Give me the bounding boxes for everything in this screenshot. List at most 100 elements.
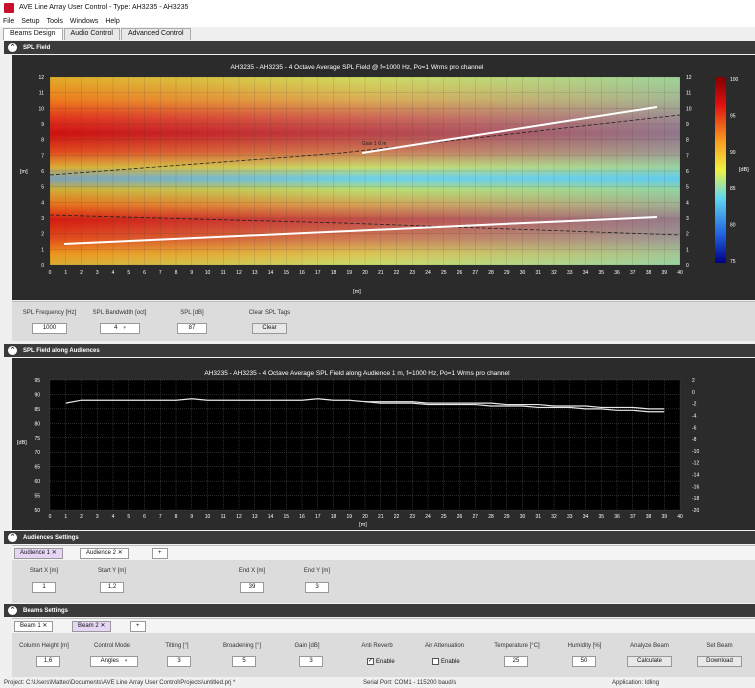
audiences-settings-header[interactable]: ⌃ Audiences Settings: [4, 531, 755, 544]
x-tick-label: 4: [112, 514, 115, 520]
close-icon[interactable]: ✕: [117, 550, 123, 556]
start-x-input[interactable]: 1: [32, 582, 56, 593]
menu-help[interactable]: Help: [105, 17, 120, 25]
x-tick-label: 11: [221, 514, 226, 520]
x-tick-label: 22: [394, 514, 400, 520]
checkbox-icon[interactable]: [432, 658, 439, 665]
y-tick-label: 10: [38, 106, 44, 112]
colorbar-tick-label: 100: [730, 77, 739, 83]
y-tick-label: 9: [686, 122, 689, 128]
x-tick-label: 12: [236, 270, 242, 276]
tab-advanced-control[interactable]: Advanced Control: [120, 28, 191, 40]
clear-button[interactable]: Clear: [252, 323, 287, 334]
calculate-button[interactable]: Calculate: [627, 656, 672, 667]
x-tick-label: 3: [96, 270, 99, 276]
spl-field-header[interactable]: ⌃ SPL Field: [4, 41, 755, 54]
anti-reverb-checkbox[interactable]: ✓ Enable: [367, 658, 395, 665]
y-tick-label: 60: [34, 479, 40, 485]
spl-bandwidth-select[interactable]: 4 ▾: [100, 323, 140, 334]
humidity-input[interactable]: 50: [572, 656, 596, 667]
y-tick-label: 6: [686, 169, 689, 175]
tab-audience-1[interactable]: Audience 1 ✕: [14, 548, 63, 559]
audiences-settings-panel: Audience 1 ✕ Audience 2 ✕ + Start X [m] …: [12, 545, 755, 603]
download-button[interactable]: Download: [697, 656, 742, 667]
x-tick-label: 21: [378, 270, 384, 276]
x-tick-label: 13: [252, 270, 258, 276]
y-tick-label: 4: [686, 200, 689, 206]
x-tick-label: 10: [205, 514, 211, 520]
colorbar-tick-label: 95: [730, 113, 736, 119]
spl-y-unit: [m]: [20, 169, 28, 175]
y-tick-label-right: -14: [692, 473, 699, 479]
spl-heatmap-overlay: [50, 77, 680, 265]
y-tick-label: 8: [686, 138, 689, 144]
audience-y-ticks-left: 95 90 85 80 75 70 65 60 55 50: [34, 378, 40, 514]
colorbar: [715, 77, 726, 263]
x-tick-label: 23: [409, 270, 415, 276]
tab-audio-control[interactable]: Audio Control: [63, 28, 120, 40]
add-audience-tab[interactable]: +: [152, 548, 168, 559]
status-bar: Project: C:\Users\Matteo\Documents\AVE L…: [0, 678, 755, 688]
close-icon[interactable]: ✕: [100, 623, 106, 629]
x-tick-label: 34: [583, 270, 589, 276]
y-tick-label: 5: [41, 185, 44, 191]
temperature-input[interactable]: 25: [504, 656, 528, 667]
menu-file[interactable]: File: [3, 17, 15, 25]
tab-beam-2[interactable]: Beam 2 ✕: [72, 621, 112, 632]
y-tick-label-right: -6: [692, 425, 697, 431]
tab-audience-2[interactable]: Audience 2 ✕: [80, 548, 129, 559]
x-tick-label: 17: [315, 270, 321, 276]
tilting-input[interactable]: 3: [167, 656, 191, 667]
tab-beam-1[interactable]: Beam 1 ✕: [14, 621, 54, 632]
y-tick-label: 65: [34, 465, 40, 471]
gain-input[interactable]: 3: [299, 656, 323, 667]
spl-db-input[interactable]: 87: [177, 323, 207, 334]
checkmark-icon[interactable]: ✓: [367, 658, 374, 665]
collapse-icon[interactable]: ⌃: [8, 533, 17, 542]
x-tick-label: 26: [457, 270, 463, 276]
air-attenuation-checkbox[interactable]: Enable: [432, 658, 460, 665]
x-tick-label: 2: [80, 270, 83, 276]
menu-setup[interactable]: Setup: [21, 17, 40, 25]
temperature-label: Temperature [°C]: [494, 643, 540, 649]
y-tick-label: 4: [41, 200, 44, 206]
beams-settings-header[interactable]: ⌃ Beams Settings: [4, 604, 755, 617]
close-icon[interactable]: ✕: [42, 623, 48, 629]
tab-beams-design[interactable]: Beams Design: [3, 28, 63, 40]
x-tick-label: 7: [159, 514, 162, 520]
column-height-input[interactable]: 1,6: [36, 656, 60, 667]
control-mode-select[interactable]: Angles ▾: [90, 656, 138, 667]
x-tick-label: 24: [425, 514, 431, 520]
end-x-input[interactable]: 39: [240, 582, 264, 593]
menu-tools[interactable]: Tools: [46, 17, 63, 25]
x-tick-label: 20: [362, 270, 368, 276]
menu-windows[interactable]: Windows: [69, 17, 99, 25]
y-tick-label: 8: [41, 138, 44, 144]
x-tick-label: 14: [268, 514, 274, 520]
y-tick-label: 50: [34, 508, 40, 514]
collapse-icon[interactable]: ⌃: [8, 43, 17, 52]
audience-field-header[interactable]: ⌃ SPL Field along Audiences: [4, 344, 755, 357]
x-tick-label: 31: [535, 270, 541, 276]
broadening-input[interactable]: 5: [232, 656, 256, 667]
start-y-input[interactable]: 1,2: [100, 582, 124, 593]
audience-x-ticks: 0 1 2 3 4 5 6 7 8 9 10 11 12 13 14 15 16 17 18 19 20 21 22 23 24…: [49, 514, 683, 520]
x-tick-label: 19: [346, 270, 352, 276]
x-tick-label: 39: [661, 270, 667, 276]
anti-reverb-label: Anti Reverb: [361, 643, 393, 649]
x-tick-label: 16: [299, 514, 305, 520]
air-attenuation-label: Air Attenuation: [424, 643, 465, 649]
collapse-icon[interactable]: ⌃: [8, 346, 17, 355]
collapse-icon[interactable]: ⌃: [8, 606, 17, 615]
close-icon[interactable]: ✕: [51, 550, 57, 556]
add-beam-tab[interactable]: +: [130, 621, 146, 632]
menu-bar: File Setup Tools Windows Help: [0, 15, 755, 27]
colorbar-unit: [dB]: [739, 167, 749, 173]
end-y-input[interactable]: 3: [305, 582, 329, 593]
spl-frequency-input[interactable]: 1000: [32, 323, 67, 334]
y-tick-label-right: -4: [692, 413, 697, 419]
x-tick-label: 36: [614, 270, 620, 276]
y-tick-label: 0: [686, 263, 689, 269]
chevron-down-icon: ▾: [123, 325, 126, 331]
spl-controls-panel: SPL Frequency [Hz] 1000 SPL Bandwidth [o…: [12, 301, 755, 341]
